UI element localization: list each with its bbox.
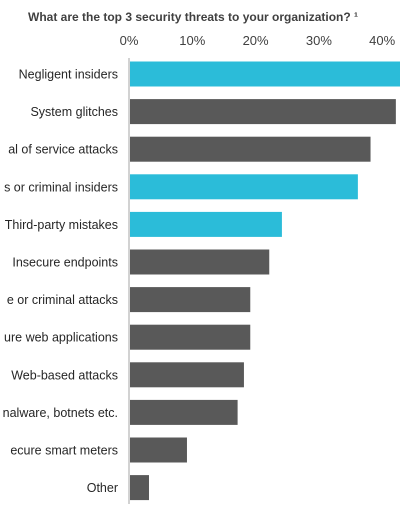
category-label: nalware, botnets etc. [3,406,118,420]
bars-group [130,61,400,501]
category-label: Insecure endpoints [12,256,118,270]
x-tick-label: 40% [369,33,395,48]
category-label: ure web applications [4,331,118,345]
bar [130,61,400,87]
category-label: al of service attacks [8,143,118,157]
category-label: Third-party mistakes [5,218,118,232]
bar [130,211,282,237]
category-labels: Negligent insiders System glitches al of s… [3,68,118,496]
bar [130,287,251,313]
bar [130,136,371,162]
category-label: Web-based attacks [11,368,118,382]
category-label: e or criminal attacks [7,293,118,307]
bar [130,437,187,463]
x-tick-label: 30% [306,33,332,48]
bar [130,174,358,200]
category-label: ecure smart meters [10,444,118,458]
bar [130,324,251,350]
bar [130,399,238,425]
chart-title: What are the top 3 security threats to y… [28,10,358,24]
category-label: System glitches [30,105,118,119]
category-label: Negligent insiders [19,68,118,82]
bar [130,362,244,388]
category-label: Other [87,481,118,495]
x-tick-label: 10% [179,33,205,48]
category-label: s or criminal insiders [4,180,118,194]
bar [130,475,149,501]
bar [130,99,396,125]
x-axis-ticks: 0% 10% 20% 30% 40% [120,33,396,48]
x-tick-label: 20% [243,33,269,48]
x-tick-label: 0% [120,33,139,48]
bar [130,249,270,275]
